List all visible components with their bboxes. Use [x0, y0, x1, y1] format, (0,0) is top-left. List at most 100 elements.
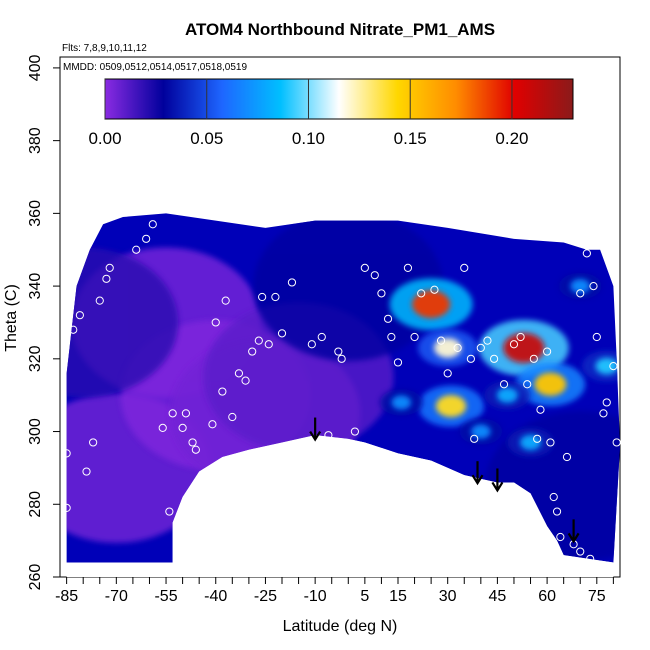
sample-point	[612, 438, 621, 447]
sample-point	[271, 292, 280, 302]
sample-point	[142, 234, 151, 243]
x-tick-label: 15	[389, 588, 407, 605]
sample-point	[549, 492, 558, 502]
sample-point	[62, 503, 71, 513]
sample-point	[552, 507, 562, 516]
surface-blank	[66, 435, 614, 577]
enhancement-core	[534, 372, 567, 396]
sample-point	[516, 332, 525, 342]
sample-point	[417, 289, 426, 298]
sample-point	[218, 387, 227, 396]
y-tick-label: 320	[27, 345, 44, 372]
sample-point	[410, 332, 419, 342]
arrow-head	[309, 430, 322, 442]
flights-label: Flts: 7,8,9,10,11,12	[62, 43, 147, 54]
sample-point	[258, 292, 267, 302]
sample-point	[360, 263, 369, 273]
sample-point	[181, 409, 191, 418]
sample-point	[460, 263, 469, 273]
sample-point	[529, 354, 538, 363]
sample-point	[228, 412, 237, 422]
field-layer	[66, 213, 620, 577]
sample-point	[307, 340, 316, 349]
sample-point	[234, 369, 244, 378]
field-patch	[66, 247, 179, 398]
sample-point	[403, 263, 413, 273]
sample-point	[297, 441, 306, 451]
colorbar: 0.00 0.05 0.10 0.15 0.20	[88, 78, 574, 148]
sample-point	[254, 336, 263, 345]
enhancement-core	[435, 395, 467, 418]
sample-point	[89, 438, 98, 447]
sample-point	[317, 332, 326, 342]
sample-point	[523, 380, 532, 389]
sample-point	[383, 314, 393, 323]
y-tick-label: 280	[27, 491, 44, 518]
sample-point	[102, 274, 111, 283]
y-tick-label: 400	[27, 54, 44, 81]
enhancement-core	[391, 395, 412, 410]
sample-point	[443, 369, 452, 378]
sample-point	[62, 449, 71, 458]
sample-point	[158, 423, 167, 433]
sample-point	[436, 336, 446, 345]
x-tick-label: -55	[154, 588, 177, 605]
sample-point	[489, 354, 499, 363]
sample-point	[69, 325, 78, 334]
chart-title: ATOM4 Northbound Nitrate_PM1_AMS	[185, 20, 495, 39]
sample-point	[476, 343, 485, 353]
field-patch	[253, 213, 444, 362]
sample-point	[602, 398, 611, 407]
dates-label: MMDD: 0509,0512,0514,0517,0518,0519	[63, 62, 247, 73]
colorbar-tick-label: 0.05	[190, 129, 223, 148]
sample-point	[350, 427, 360, 436]
sample-point	[168, 409, 177, 418]
sample-point	[105, 263, 114, 273]
sample-point	[543, 347, 552, 356]
sample-point	[95, 296, 104, 305]
sample-point	[241, 376, 250, 385]
enhancement-core	[496, 387, 518, 403]
sample-point	[195, 500, 204, 509]
sample-point	[337, 354, 346, 363]
sample-point	[264, 340, 273, 349]
sample-point	[334, 347, 343, 356]
enhancement-core	[434, 337, 462, 358]
enhancement-core	[595, 357, 619, 375]
sample-point	[191, 445, 200, 454]
colorbar-ticks: 0.00 0.05 0.10 0.15 0.20	[88, 79, 529, 148]
sample-point	[576, 547, 585, 556]
sample-point	[546, 438, 555, 447]
sample-point	[609, 361, 618, 371]
x-tick-label: 60	[538, 588, 556, 605]
arrows	[309, 417, 580, 544]
sample-point	[211, 318, 220, 327]
y-tick-label: 380	[27, 127, 44, 154]
x-tick-label: 30	[439, 588, 457, 605]
sample-point	[208, 420, 217, 429]
sample-point	[178, 423, 187, 433]
x-tick-label: 45	[488, 588, 506, 605]
y-tick-label: 360	[27, 200, 44, 227]
sample-point	[576, 289, 585, 298]
sample-point	[188, 438, 197, 447]
sample-point	[224, 467, 234, 476]
colorbar-gradient	[104, 78, 574, 120]
y-tick-label: 340	[27, 273, 44, 300]
sample-point	[592, 332, 601, 342]
enhancement-core	[519, 434, 542, 451]
arrow-head	[491, 481, 504, 493]
sample-point	[82, 467, 91, 476]
x-tick-label: -70	[105, 588, 128, 605]
sample-points	[62, 220, 621, 563]
sample-point	[589, 281, 598, 291]
sample-point	[430, 285, 439, 294]
sample-point	[599, 409, 608, 418]
x-tick-label: -25	[254, 588, 277, 605]
arrow-head	[567, 532, 580, 544]
sample-point	[370, 271, 379, 280]
colorbar-tick-label: 0.00	[88, 129, 121, 148]
sample-point	[586, 231, 595, 240]
sample-point	[324, 431, 333, 440]
